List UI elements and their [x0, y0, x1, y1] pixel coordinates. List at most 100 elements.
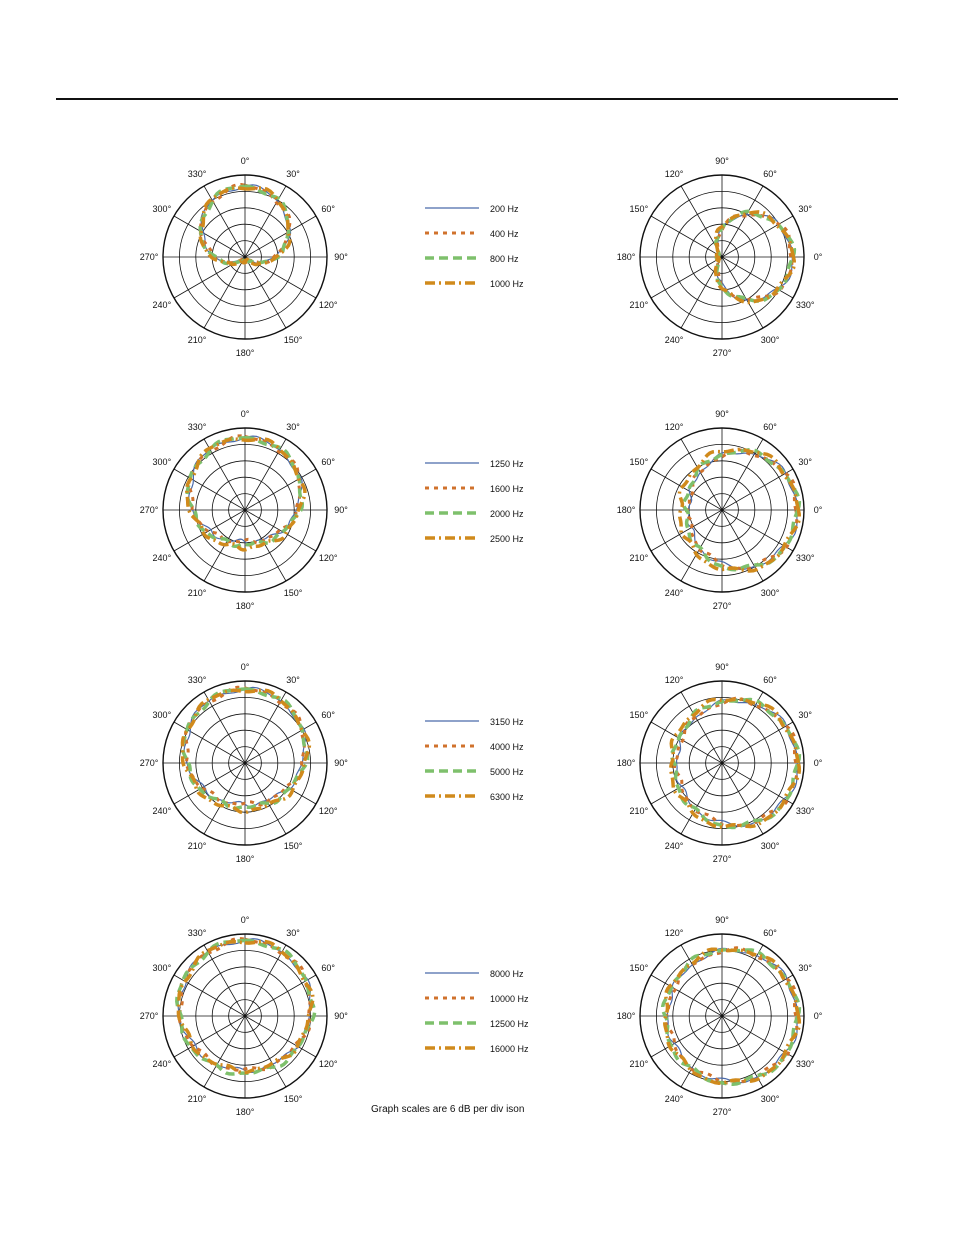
- legend-label-4-2: 10000 Hz: [490, 994, 529, 1004]
- h1-series-4: [198, 186, 292, 267]
- h3-series-3: [180, 687, 310, 811]
- h3-spoke-150: [203, 691, 287, 835]
- h1-tick-label: 330°: [188, 169, 207, 179]
- v2-tick-label: 120°: [665, 422, 684, 432]
- polar-group-4: 0° 30° 60° 90° 120° 150° 180° 210° 240° 270° 300° 3…: [140, 915, 823, 1117]
- v4-spoke-150: [680, 944, 764, 1088]
- h3-tick-label: 60°: [321, 710, 335, 720]
- v3-tick-label: 210°: [630, 806, 649, 816]
- h1-tick-label: 240°: [153, 300, 172, 310]
- v3-tick-label: 120°: [665, 675, 684, 685]
- horizontal-polar-1: 0° 30° 60° 90° 120° 150° 180° 210° 240° 270° 300° 3…: [140, 156, 349, 358]
- h3-tick-label: 300°: [153, 710, 172, 720]
- v3-tick-label: 300°: [761, 841, 780, 851]
- v1-tick-label: 240°: [665, 335, 684, 345]
- h2-tick-label: 60°: [321, 457, 335, 467]
- v2-tick-label: 90°: [715, 409, 729, 419]
- legend-label-3-3: 5000 Hz: [490, 767, 524, 777]
- v4-series-3: [660, 947, 802, 1087]
- h2-tick-label: 120°: [319, 553, 338, 563]
- legend-label-4-3: 12500 Hz: [490, 1019, 529, 1029]
- v1-tick-label: 60°: [763, 169, 777, 179]
- header-rule: [56, 98, 898, 100]
- v1-tick-label: 270°: [713, 348, 732, 358]
- h2-tick-label: 0°: [241, 409, 250, 419]
- h1-tick-label: 210°: [188, 335, 207, 345]
- h4-series-2: [177, 937, 312, 1072]
- h3-tick-label: 150°: [284, 841, 303, 851]
- legend-label-1-3: 800 Hz: [490, 254, 519, 264]
- polar-group-3: 0° 30° 60° 90° 120° 150° 180° 210° 240° 270° 300° 3…: [140, 662, 823, 864]
- v1-tick-label: 180°: [617, 252, 636, 262]
- v4-tick-label: 330°: [796, 1059, 815, 1069]
- v1-tick-label: 330°: [796, 300, 815, 310]
- h3-tick-label: 30°: [286, 675, 300, 685]
- legend-label-4-4: 16000 Hz: [490, 1044, 529, 1054]
- h4-tick-label: 300°: [153, 963, 172, 973]
- h3-tick-label: 240°: [153, 806, 172, 816]
- v4-tick-label: 90°: [715, 915, 729, 925]
- h3-tick-label: 90°: [334, 758, 348, 768]
- h2-tick-label: 210°: [188, 588, 207, 598]
- h4-tick-label: 60°: [321, 963, 335, 973]
- h4-tick-label: 120°: [319, 1059, 338, 1069]
- legend-label-2-1: 1250 Hz: [490, 459, 524, 469]
- v4-tick-label: 30°: [798, 963, 812, 973]
- h1-tick-label: 0°: [241, 156, 250, 166]
- v1-tick-label: 90°: [715, 156, 729, 166]
- h3-tick-label: 120°: [319, 806, 338, 816]
- v3-series-4: [668, 697, 802, 829]
- vertical-polar-1: 0° 30° 60° 90° 120° 150° 180° 210° 240° 270° 300° 3…: [617, 156, 823, 358]
- h4-tick-label: 210°: [188, 1094, 207, 1104]
- v3-tick-label: 180°: [617, 758, 636, 768]
- v3-tick-label: 330°: [796, 806, 815, 816]
- v2-tick-label: 210°: [630, 553, 649, 563]
- v4-tick-label: 150°: [630, 963, 649, 973]
- h4-tick-label: 150°: [284, 1094, 303, 1104]
- v3-tick-label: 240°: [665, 841, 684, 851]
- v4-tick-label: 120°: [665, 928, 684, 938]
- legend-label-4-1: 8000 Hz: [490, 969, 524, 979]
- v4-tick-label: 300°: [761, 1094, 780, 1104]
- v3-tick-label: 60°: [763, 675, 777, 685]
- h3-series-2: [184, 685, 306, 807]
- v1-tick-label: 120°: [665, 169, 684, 179]
- vertical-polar-2: 0° 30° 60° 90° 120° 150° 180° 210° 240° 270° 300° 3…: [617, 409, 823, 611]
- v1-tick-label: 150°: [630, 204, 649, 214]
- horizontal-polar-3: 0° 30° 60° 90° 120° 150° 180° 210° 240° 270° 300° 3…: [140, 662, 349, 864]
- h4-tick-label: 330°: [188, 928, 207, 938]
- vertical-polar-3: 0° 30° 60° 90° 120° 150° 180° 210° 240° 270° 300° 3…: [617, 662, 823, 864]
- h3-tick-label: 210°: [188, 841, 207, 851]
- v2-tick-label: 150°: [630, 457, 649, 467]
- h1-tick-label: 30°: [286, 169, 300, 179]
- v3-series-3: [669, 697, 802, 830]
- legend-label-1-4: 1000 Hz: [490, 279, 524, 289]
- v1-tick-label: 300°: [761, 335, 780, 345]
- vertical-polar-4: 0° 30° 60° 90° 120° 150° 180° 210° 240° 270° 300° 3…: [617, 915, 823, 1117]
- h2-tick-label: 180°: [236, 601, 255, 611]
- h2-tick-label: 300°: [153, 457, 172, 467]
- v4-tick-label: 0°: [814, 1011, 823, 1021]
- legend-label-1-1: 200 Hz: [490, 204, 519, 214]
- v3-tick-label: 30°: [798, 710, 812, 720]
- h2-tick-label: 270°: [140, 505, 159, 515]
- horizontal-polar-4: 0° 30° 60° 90° 120° 150° 180° 210° 240° 270° 300° 3…: [140, 915, 349, 1117]
- h1-spoke-150: [203, 185, 287, 329]
- v4-series-4: [662, 947, 802, 1085]
- h4-tick-label: 270°: [140, 1011, 159, 1021]
- h1-tick-label: 300°: [153, 204, 172, 214]
- v3-tick-label: 150°: [630, 710, 649, 720]
- legend-label-2-2: 1600 Hz: [490, 484, 524, 494]
- h2-tick-label: 90°: [334, 505, 348, 515]
- h3-tick-label: 270°: [140, 758, 159, 768]
- v3-tick-label: 270°: [713, 854, 732, 864]
- v2-tick-label: 240°: [665, 588, 684, 598]
- legend-label-2-3: 2000 Hz: [490, 509, 524, 519]
- v2-tick-label: 330°: [796, 553, 815, 563]
- h2-series-1: [188, 435, 303, 545]
- v4-tick-label: 270°: [713, 1107, 732, 1117]
- v1-series-4: [713, 210, 797, 305]
- h2-tick-label: 30°: [286, 422, 300, 432]
- v4-tick-label: 60°: [763, 928, 777, 938]
